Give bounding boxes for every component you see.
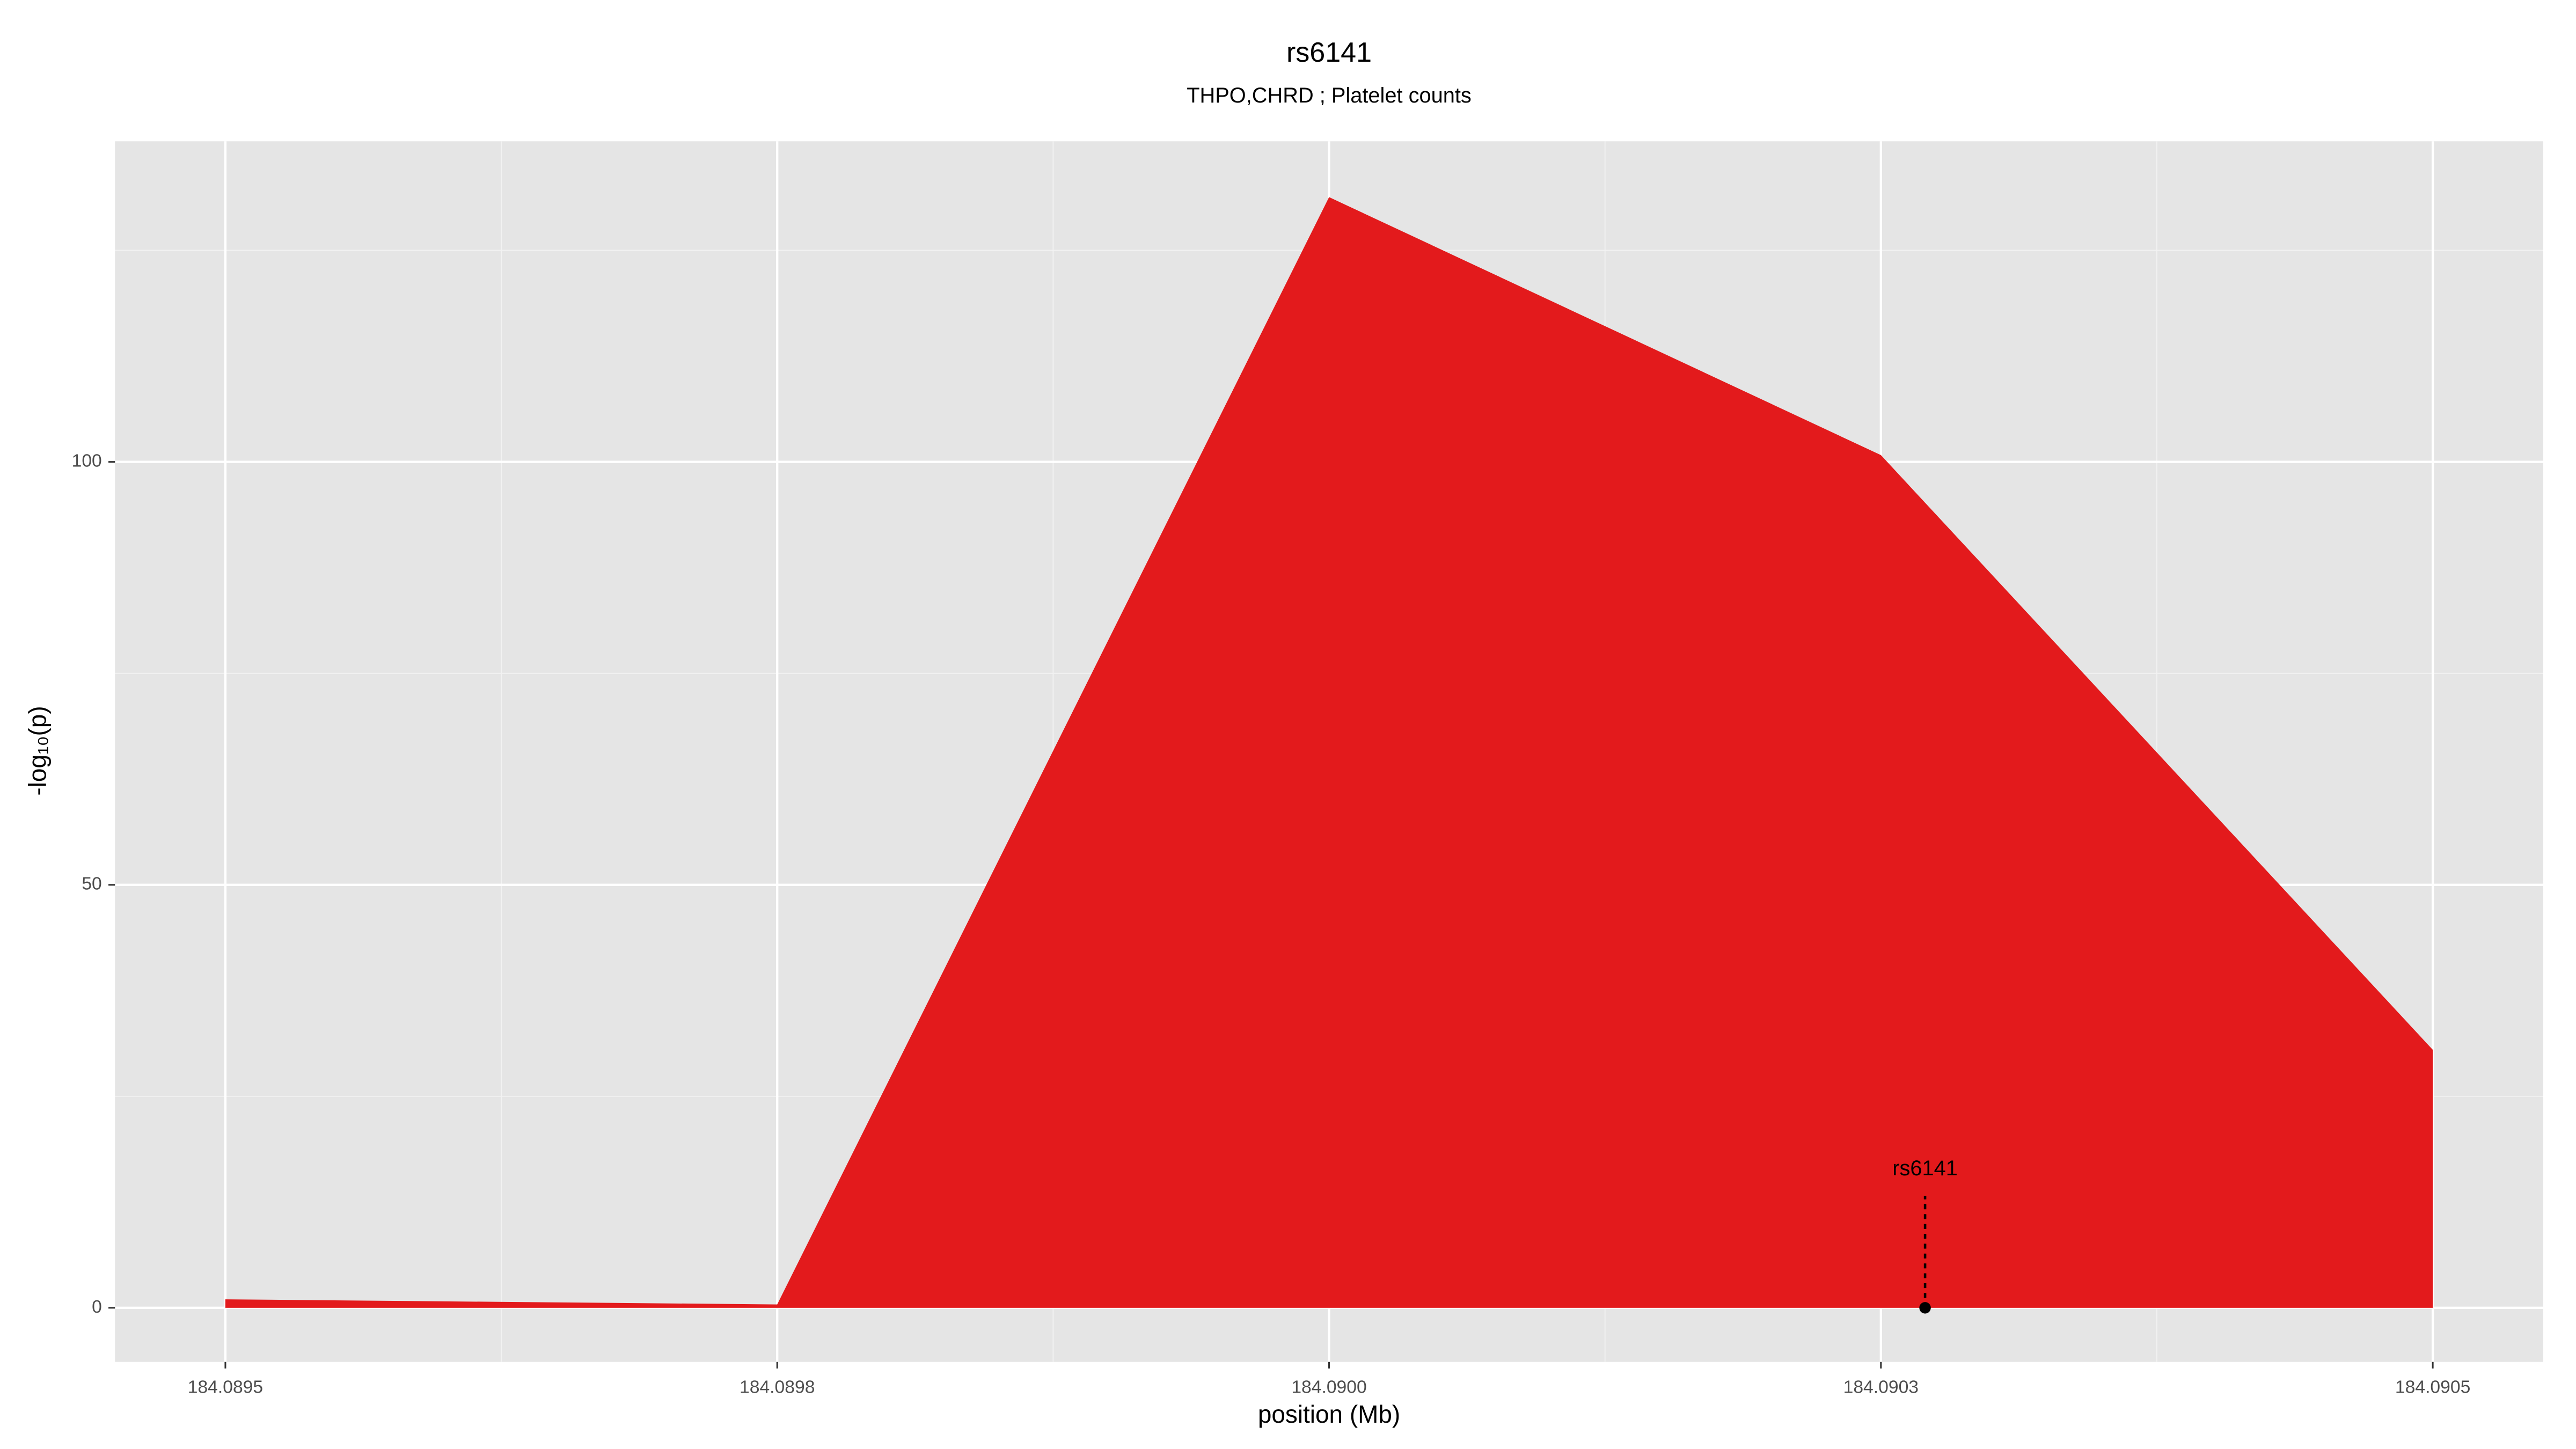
- y-tick-label: 50: [82, 874, 101, 894]
- y-axis-label: -log₁₀(p): [24, 706, 52, 795]
- y-tick-label: 0: [92, 1297, 102, 1317]
- x-tick-label: 184.0895: [188, 1378, 263, 1397]
- x-axis-label: position (Mb): [1258, 1400, 1400, 1428]
- annotation-label: rs6141: [1892, 1157, 1958, 1180]
- x-tick-label: 184.0903: [1843, 1378, 1919, 1397]
- x-tick-label: 184.0898: [740, 1378, 815, 1397]
- area: [225, 197, 2433, 1308]
- chart-subtitle: THPO,CHRD ; Platelet counts: [1187, 84, 1472, 107]
- x-tick-label: 184.0905: [2395, 1378, 2470, 1397]
- annotation-point: [1919, 1302, 1931, 1314]
- chart-title: rs6141: [1286, 37, 1372, 68]
- x-tick-label: 184.0900: [1291, 1378, 1366, 1397]
- y-tick-label: 100: [72, 451, 102, 471]
- marks: [225, 197, 2433, 1308]
